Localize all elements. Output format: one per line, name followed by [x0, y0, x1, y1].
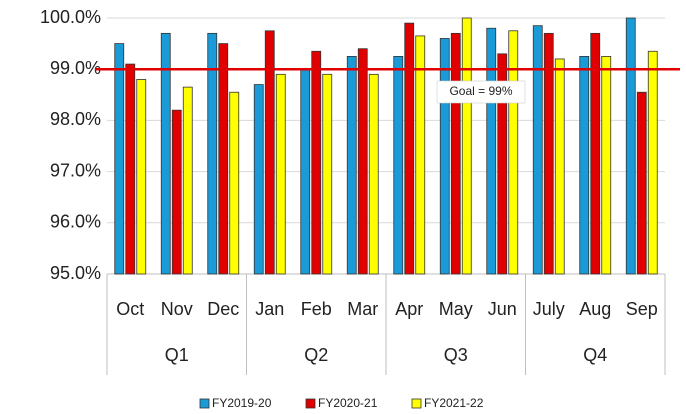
y-tick-label: 100.0% — [40, 7, 101, 27]
bar — [543, 32, 554, 275]
bar — [368, 73, 379, 275]
group-label: Q1 — [165, 345, 189, 365]
bar — [136, 79, 147, 275]
bar — [497, 53, 508, 275]
bar — [253, 84, 264, 275]
bar — [450, 32, 461, 275]
bar — [125, 63, 136, 275]
x-tick-label: Sep — [626, 299, 658, 319]
goal-label-box — [436, 80, 526, 104]
bar — [625, 17, 636, 275]
bar — [171, 109, 182, 275]
bar — [160, 32, 171, 275]
bar — [404, 22, 415, 275]
x-tick-label: Jun — [488, 299, 517, 319]
bar — [601, 56, 612, 275]
group-label: Q3 — [444, 345, 468, 365]
bar — [182, 86, 193, 275]
x-tick-label: May — [439, 299, 473, 319]
y-tick-label: 98.0% — [50, 109, 101, 129]
bar — [554, 58, 565, 275]
bar — [218, 43, 229, 275]
legend-label: FY2021-22 — [424, 396, 484, 410]
bar — [311, 50, 322, 275]
bar — [508, 30, 519, 275]
legend-swatch — [305, 398, 316, 409]
x-tick-label: Aug — [579, 299, 611, 319]
y-tick-label: 97.0% — [50, 160, 101, 180]
bar — [439, 38, 450, 275]
x-tick-label: Mar — [347, 299, 378, 319]
x-tick-label: Jan — [255, 299, 284, 319]
bar — [229, 91, 240, 275]
bar — [300, 68, 311, 275]
bar — [357, 48, 368, 275]
legend-label: FY2019-20 — [212, 396, 272, 410]
x-tick-label: July — [533, 299, 565, 319]
x-tick-label: Oct — [116, 299, 144, 319]
goal-label: Goal = 99% — [449, 84, 512, 98]
bar — [486, 27, 497, 275]
bar — [322, 73, 333, 275]
y-tick-label: 95.0% — [50, 263, 101, 283]
bar — [579, 56, 590, 275]
x-tick-label: Dec — [207, 299, 239, 319]
bar — [346, 56, 357, 275]
bar — [114, 43, 125, 275]
bar — [275, 73, 286, 275]
bar — [590, 32, 601, 275]
bar — [461, 17, 472, 275]
x-tick-label: Nov — [161, 299, 193, 319]
bar — [264, 30, 275, 275]
group-label: Q4 — [583, 345, 607, 365]
y-tick-label: 99.0% — [50, 58, 101, 78]
bar — [207, 32, 218, 275]
x-tick-label: Feb — [301, 299, 332, 319]
x-tick-label: Apr — [395, 299, 423, 319]
y-tick-label: 96.0% — [50, 212, 101, 232]
bar — [636, 91, 647, 275]
bar — [393, 56, 404, 275]
legend-swatch — [411, 398, 422, 409]
bar — [647, 50, 658, 275]
bar — [415, 35, 426, 275]
bar — [532, 25, 543, 275]
group-label: Q2 — [304, 345, 328, 365]
legend-swatch — [199, 398, 210, 409]
legend-label: FY2020-21 — [318, 396, 378, 410]
